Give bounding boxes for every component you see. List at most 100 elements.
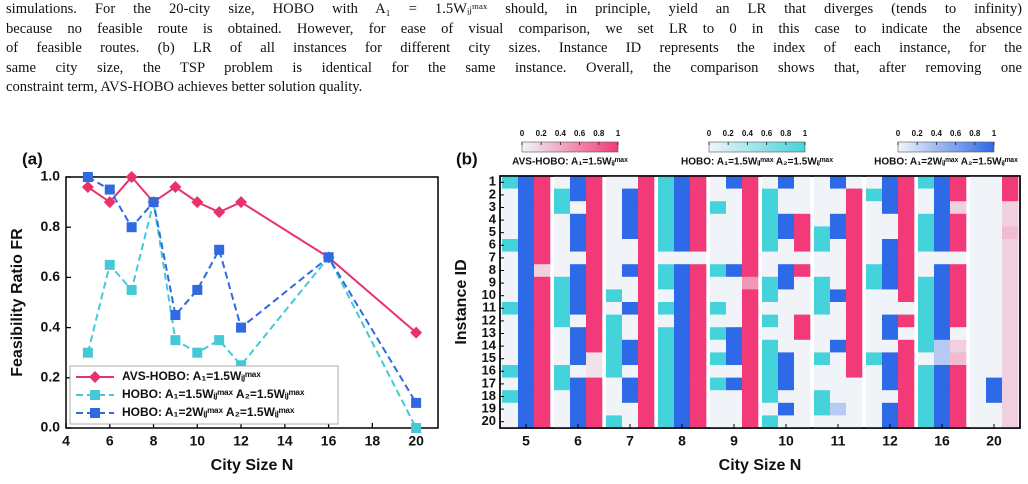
heat-cell bbox=[830, 390, 847, 404]
heat-cell bbox=[570, 213, 587, 227]
heat-cell bbox=[622, 239, 639, 252]
heat-cell bbox=[830, 201, 847, 215]
heat-cell bbox=[830, 314, 847, 328]
heat-cell bbox=[970, 365, 987, 378]
heat-cell bbox=[502, 276, 519, 290]
heat-cell bbox=[638, 276, 655, 290]
heat-cell bbox=[674, 188, 691, 202]
heat-cell bbox=[570, 314, 587, 328]
heat-cell bbox=[534, 377, 551, 391]
heat-cell bbox=[638, 365, 655, 378]
heat-cell bbox=[502, 176, 519, 189]
heat-cell bbox=[934, 264, 951, 278]
data-point bbox=[82, 172, 93, 182]
heat-cell bbox=[778, 264, 795, 278]
y-tick-label: 11 bbox=[482, 300, 496, 315]
heat-cell bbox=[830, 251, 847, 265]
heat-cell bbox=[570, 176, 587, 189]
series-line bbox=[87, 175, 417, 334]
heat-cell bbox=[554, 365, 571, 378]
heat-cell bbox=[814, 188, 831, 202]
data-point bbox=[214, 335, 225, 346]
heat-cell bbox=[1002, 289, 1019, 303]
y-axis-title: Instance ID bbox=[453, 259, 470, 344]
heat-cell bbox=[690, 390, 707, 404]
heat-cell bbox=[794, 226, 811, 240]
heat-cell bbox=[986, 352, 1003, 366]
heat-cell bbox=[606, 276, 623, 290]
heat-cell bbox=[986, 390, 1003, 404]
heat-cell bbox=[898, 276, 915, 290]
heat-cell bbox=[622, 264, 639, 278]
heat-cell bbox=[1002, 302, 1019, 315]
heat-cell bbox=[518, 188, 535, 202]
heat-cell bbox=[918, 390, 935, 404]
heat-cell bbox=[690, 339, 707, 353]
heat-cell bbox=[554, 201, 571, 215]
heat-cell bbox=[898, 289, 915, 303]
heat-cell bbox=[1002, 339, 1019, 353]
heat-cell bbox=[882, 377, 899, 391]
heat-cell bbox=[814, 276, 831, 290]
heat-cell bbox=[918, 352, 935, 366]
heat-cell bbox=[778, 251, 795, 265]
y-tick-label: 19 bbox=[482, 401, 496, 416]
heat-cell bbox=[778, 327, 795, 341]
heat-cell bbox=[794, 314, 811, 328]
heat-cell bbox=[586, 402, 603, 416]
heat-cell bbox=[518, 251, 535, 265]
heat-cell bbox=[898, 327, 915, 341]
heat-cell bbox=[674, 264, 691, 278]
heat-cell bbox=[658, 365, 675, 378]
heat-cell bbox=[690, 302, 707, 315]
heat-cell bbox=[1002, 226, 1019, 240]
heat-cell bbox=[866, 402, 883, 416]
heat-cell bbox=[658, 226, 675, 240]
heat-cell bbox=[986, 188, 1003, 202]
heat-cell bbox=[934, 327, 951, 341]
heat-cell bbox=[866, 365, 883, 378]
legend-marker bbox=[89, 371, 101, 383]
heat-cell bbox=[934, 339, 951, 353]
colorbar-tick-label: 0 bbox=[520, 129, 525, 138]
heat-cell bbox=[778, 377, 795, 391]
heat-cell bbox=[690, 289, 707, 303]
y-tick-label: 14 bbox=[482, 338, 497, 353]
colorbar-tick-label: 0.4 bbox=[555, 129, 567, 138]
heat-cell bbox=[638, 339, 655, 353]
heat-cell bbox=[778, 201, 795, 215]
heat-cell bbox=[570, 188, 587, 202]
heat-cell bbox=[638, 176, 655, 189]
heat-cell bbox=[606, 289, 623, 303]
y-tick-label: 12 bbox=[482, 312, 496, 327]
heat-cell bbox=[586, 327, 603, 341]
heat-cell bbox=[726, 201, 743, 215]
y-tick-label: 0.0 bbox=[41, 419, 61, 435]
heat-cell bbox=[918, 226, 935, 240]
heat-cell bbox=[794, 176, 811, 189]
heat-cell bbox=[534, 188, 551, 202]
heat-cell bbox=[898, 201, 915, 215]
heat-cell bbox=[518, 213, 535, 227]
heat-cell bbox=[918, 176, 935, 189]
heat-cell bbox=[986, 226, 1003, 240]
heat-cell bbox=[710, 201, 727, 215]
data-point bbox=[192, 347, 203, 358]
heat-cell bbox=[794, 390, 811, 404]
heat-cell bbox=[846, 365, 863, 378]
heat-cell bbox=[606, 377, 623, 391]
heat-cell bbox=[794, 201, 811, 215]
heat-cell bbox=[898, 176, 915, 189]
colorbar-tick-label: 0.2 bbox=[912, 129, 924, 138]
colorbar-tick-label: 0.8 bbox=[969, 129, 981, 138]
heat-cell bbox=[846, 251, 863, 265]
y-tick-label: 4 bbox=[489, 212, 497, 227]
heat-cell bbox=[742, 201, 759, 215]
heat-cell bbox=[778, 365, 795, 378]
heat-cell bbox=[794, 188, 811, 202]
heat-cell bbox=[690, 276, 707, 290]
heat-cell bbox=[606, 365, 623, 378]
heat-cell bbox=[918, 201, 935, 215]
x-tick-label: 7 bbox=[626, 433, 634, 449]
colorbar-tick-label: 1 bbox=[992, 129, 997, 138]
